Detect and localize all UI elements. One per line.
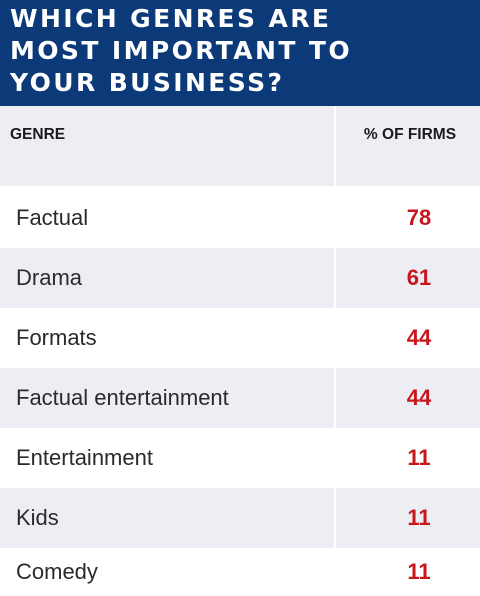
title-line-3: YOUR BUSINESS? — [10, 68, 285, 97]
genre-cell: Drama — [0, 248, 334, 308]
title-line-1: WHICH GENRES ARE — [10, 4, 332, 33]
title-line-2: MOST IMPORTANT TO — [10, 36, 353, 65]
genre-cell: Entertainment — [16, 445, 153, 470]
table-row: Drama 61 — [0, 248, 480, 308]
genre-cell: Factual entertainment — [0, 368, 334, 428]
genre-cell: Factual — [16, 205, 89, 230]
table-row: Entertainment 11 — [0, 428, 480, 488]
table-row: Kids 11 — [0, 488, 480, 548]
value-cell: 44 — [406, 325, 432, 350]
value-cell: 78 — [406, 205, 432, 230]
genre-cell: Comedy — [16, 559, 98, 584]
table-row: Factual entertainment 44 — [0, 368, 480, 428]
title-banner: WHICH GENRES ARE MOST IMPORTANT TO YOUR … — [0, 0, 480, 106]
value-cell: 11 — [336, 488, 480, 548]
header-genre: GENRE — [0, 106, 334, 186]
value-cell: 44 — [336, 368, 480, 428]
value-cell: 11 — [407, 445, 431, 470]
table-header-row: GENRE % OF FIRMS — [0, 106, 480, 186]
genre-table: GENRE % OF FIRMS Factual 78 Drama 61 For… — [0, 106, 480, 596]
value-cell: 61 — [336, 248, 480, 308]
value-cell: 11 — [407, 559, 431, 584]
header-percent-of-firms: % OF FIRMS — [336, 106, 480, 186]
table-row: Formats 44 — [0, 308, 480, 368]
genre-cell: Formats — [16, 325, 97, 350]
genre-cell: Kids — [0, 488, 334, 548]
table-row: Comedy 11 — [0, 548, 480, 596]
table-row: Factual 78 — [0, 188, 480, 248]
